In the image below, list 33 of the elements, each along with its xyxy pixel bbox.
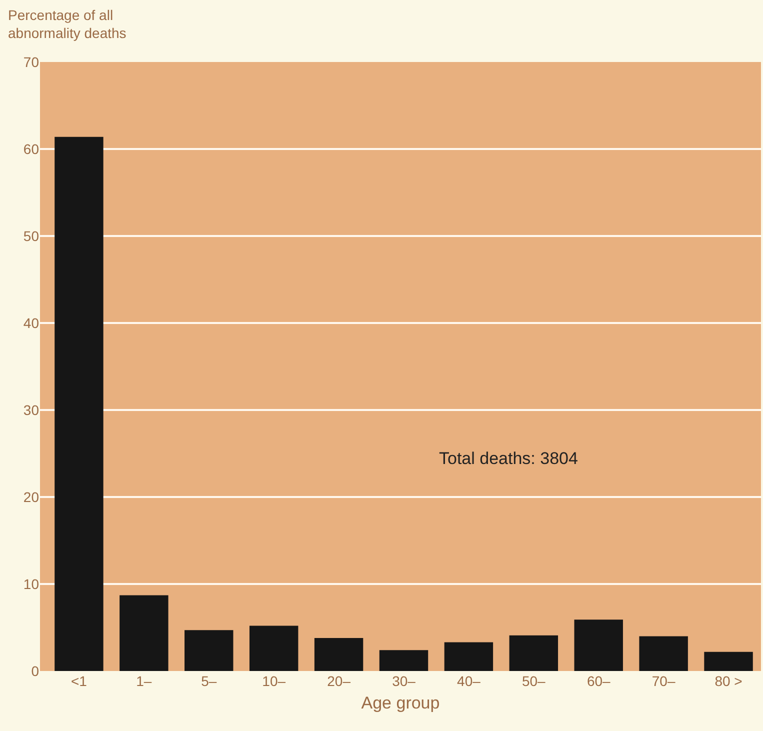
bar — [54, 136, 104, 671]
y-tick-label: 40 — [23, 314, 40, 331]
bar — [574, 620, 623, 671]
x-tick-label: 5– — [201, 673, 217, 689]
bar — [444, 642, 494, 671]
x-tick-label: 80 > — [714, 673, 742, 689]
x-tick-label: <1 — [70, 673, 88, 689]
x-tick-label: 60– — [586, 673, 611, 689]
x-tick-label: 30– — [392, 673, 416, 689]
bar — [704, 652, 753, 671]
y-tick-label: 50 — [23, 228, 40, 244]
x-tick-label: 1– — [136, 673, 152, 689]
x-tick-label: 10– — [262, 673, 286, 689]
y-tick-label: 20 — [23, 488, 40, 505]
x-tick-label: 40– — [457, 673, 481, 689]
y-tick-label: 30 — [23, 402, 40, 418]
annotation: Total deaths: 3804 — [439, 449, 578, 468]
bar — [314, 638, 364, 671]
x-tick-label: 70– — [652, 673, 676, 689]
bar — [120, 595, 168, 671]
y-tick-label: 10 — [23, 576, 40, 592]
bar — [509, 635, 558, 671]
y-axis-title: Percentage of all abnormality deaths — [8, 6, 128, 42]
x-axis-title: Age group — [361, 693, 440, 712]
x-tick-label: 50– — [522, 673, 546, 689]
bar — [639, 636, 688, 671]
bar — [249, 626, 298, 671]
y-tick-label: 0 — [31, 662, 40, 679]
y-tick-label: 70 — [23, 54, 40, 70]
bar — [184, 630, 234, 671]
bar — [379, 650, 428, 671]
y-tick-label: 60 — [23, 140, 40, 157]
x-tick-label: 20– — [327, 673, 351, 689]
